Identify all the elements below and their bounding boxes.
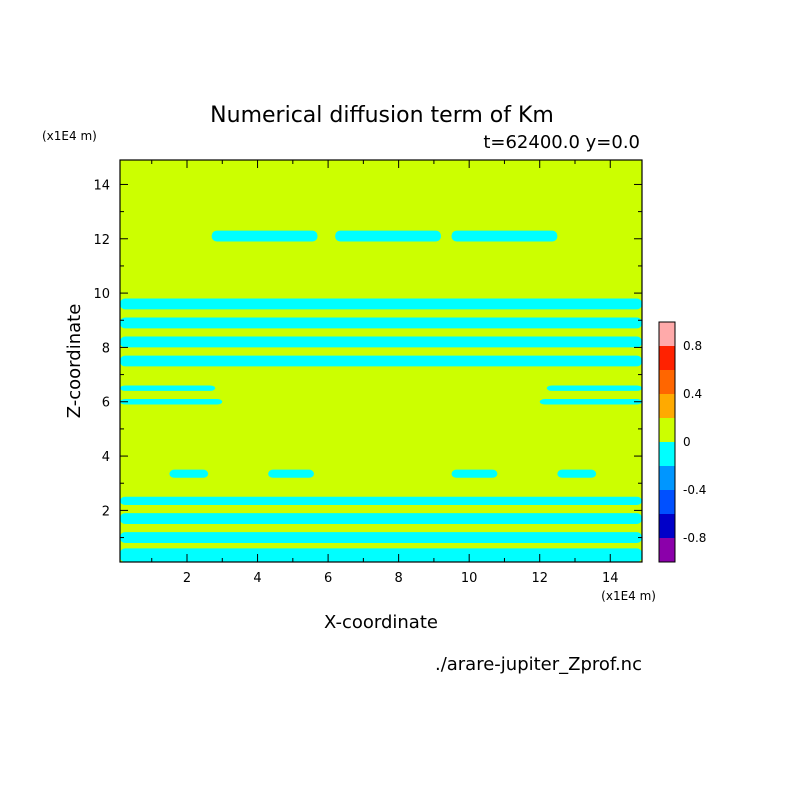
colorbar-segment-3 [659,466,675,490]
chart-subtitle: t=62400.0 y=0.0 [483,132,640,153]
colorbar-tick-label: 0.8 [683,339,702,353]
negative-region-1 [335,230,441,242]
y-tick-label: 10 [93,287,110,302]
x-tick-label: 2 [183,571,191,586]
colorbar-tick-label: 0 [683,435,691,449]
negative-region-11 [169,469,209,478]
colorbar-segment-4 [659,442,675,466]
y-tick-label: 2 [102,504,110,519]
x-tick-label: 10 [461,571,478,586]
colorbar-segment-0 [659,538,675,562]
negative-region-12 [268,469,314,478]
negative-region-3 [120,298,642,310]
chart-title: Numerical diffusion term of Km [210,103,554,128]
negative-region-9 [546,385,642,391]
y-tick-label: 12 [93,233,110,248]
y-axis-label: Z-coordinate [64,304,85,419]
source-file-label: ./arare-jupiter_Zprof.nc [435,654,642,675]
colorbar-segment-6 [659,394,675,418]
x-tick-label: 4 [253,571,261,586]
negative-region-13 [451,469,498,478]
colorbar-segment-5 [659,418,675,442]
y-tick-label: 6 [102,396,110,411]
colorbar-tick-label: -0.8 [683,531,706,545]
negative-region-4 [120,317,642,329]
axis-ticks: 2 4 6 8 10 12 14 2 4 6 8 10 12 14 [93,160,642,586]
x-tick-label: 8 [394,571,402,586]
negative-region-15 [120,496,642,505]
x-tick-label: 6 [324,571,332,586]
plot-frame [119,159,643,563]
x-axis-label: X-coordinate [324,612,438,633]
negative-region-10 [539,399,642,405]
colorbar-segment-7 [659,370,675,394]
negative-region-5 [120,336,642,348]
negative-region-7 [120,385,216,391]
negative-region-17 [120,532,642,543]
colorbar-segment-8 [659,346,675,370]
negative-region-8 [120,399,223,405]
negative-region-2 [451,230,558,242]
colorbar-tick-label: -0.4 [683,483,706,497]
negative-region-18 [120,548,642,562]
y-tick-label: 14 [93,178,110,193]
colorbar: -0.8 -0.4 0 0.4 0.8 [658,321,706,563]
colorbar-segment-2 [659,490,675,514]
z-unit-label: (x1E4 m) [42,129,97,143]
y-tick-label: 8 [102,341,110,356]
colorbar-tick-label: 0.4 [683,387,702,401]
x-unit-label: (x1E4 m) [601,589,656,603]
negative-region-14 [557,469,597,478]
plot-area: 2 4 6 8 10 12 14 2 4 6 8 10 12 14 [93,159,643,586]
x-tick-label: 14 [602,571,619,586]
colorbar-frame [658,321,676,563]
y-tick-label: 4 [102,450,110,465]
colorbar-segment-1 [659,514,675,538]
colorbar-segment-9 [659,322,675,346]
x-tick-label: 12 [531,571,548,586]
negative-region-0 [211,230,318,242]
negative-region-layer [120,230,642,562]
negative-region-16 [120,513,642,524]
negative-region-6 [120,355,642,367]
